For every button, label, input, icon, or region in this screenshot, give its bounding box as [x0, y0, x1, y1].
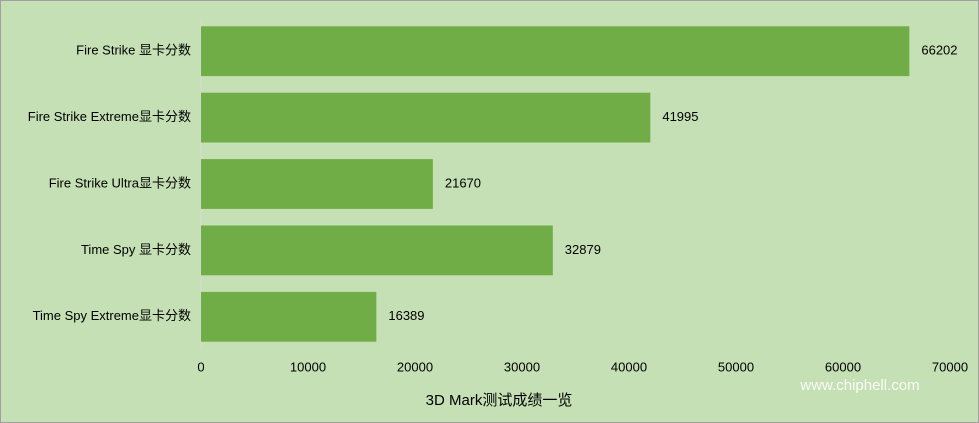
- x-tick-label: 60000: [825, 359, 861, 374]
- data-label: 16389: [388, 308, 424, 323]
- y-tick-label: Fire Strike Extreme显卡分数: [28, 109, 191, 124]
- data-label: 66202: [921, 43, 957, 58]
- x-tick-label: 50000: [718, 359, 754, 374]
- x-axis-title: 3D Mark测试成绩一览: [426, 392, 573, 409]
- bar: [201, 159, 433, 209]
- bar: [201, 26, 910, 77]
- y-tick-label: Fire Strike 显卡分数: [76, 43, 191, 58]
- watermark: www.chiphell.com: [799, 377, 919, 394]
- y-tick-label: Time Spy Extreme显卡分数: [33, 308, 191, 323]
- x-tick-label: 30000: [504, 359, 540, 374]
- x-tick-label: 20000: [397, 359, 433, 374]
- y-tick-label: Fire Strike Ultra显卡分数: [49, 175, 191, 190]
- x-tick-label: 40000: [611, 359, 647, 374]
- x-tick-label: 10000: [290, 359, 326, 374]
- bar: [201, 92, 651, 143]
- x-tick-label: 70000: [932, 359, 968, 374]
- data-label: 41995: [662, 109, 698, 124]
- data-label: 21670: [445, 175, 481, 190]
- data-label: 32879: [565, 242, 601, 257]
- bar: [201, 225, 553, 276]
- bar: [201, 291, 377, 342]
- x-tick-label: 0: [197, 359, 204, 374]
- y-tick-label: Time Spy 显卡分数: [81, 242, 191, 257]
